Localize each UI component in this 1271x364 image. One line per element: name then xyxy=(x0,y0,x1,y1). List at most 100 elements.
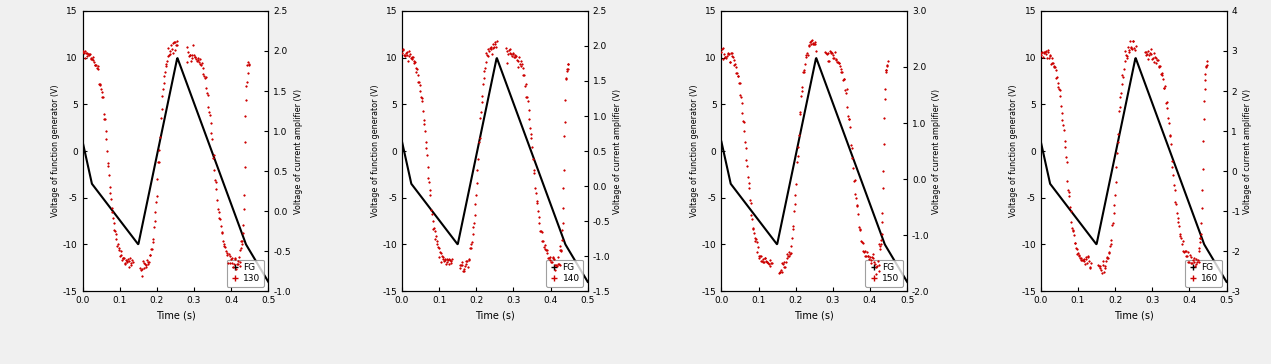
Point xyxy=(721,50,741,56)
Point xyxy=(803,41,824,47)
Point xyxy=(219,251,239,257)
Point xyxy=(163,40,183,46)
Point xyxy=(724,61,745,67)
Point xyxy=(222,264,243,270)
Point xyxy=(179,52,200,58)
Point xyxy=(1163,172,1183,178)
Point xyxy=(214,244,234,249)
Point xyxy=(114,260,135,266)
Point xyxy=(771,260,792,265)
Point xyxy=(792,88,812,94)
Point xyxy=(198,104,219,110)
Point xyxy=(1173,248,1193,254)
Point xyxy=(412,98,432,104)
Point xyxy=(849,224,869,230)
Point xyxy=(830,64,850,70)
Point xyxy=(111,248,131,254)
Point xyxy=(464,212,484,218)
Point xyxy=(164,40,184,46)
Point xyxy=(526,198,547,204)
Point xyxy=(220,253,240,259)
Point xyxy=(1063,228,1083,234)
Point xyxy=(1136,51,1157,56)
Point xyxy=(1177,249,1197,255)
Point xyxy=(555,76,576,82)
Point xyxy=(727,70,747,76)
Legend: FG, 150: FG, 150 xyxy=(866,260,902,287)
Point xyxy=(716,55,736,61)
Point xyxy=(163,50,183,56)
Point xyxy=(845,195,866,201)
Point xyxy=(1136,49,1157,55)
Point xyxy=(503,51,524,57)
Point xyxy=(108,241,128,247)
Point xyxy=(1168,219,1188,225)
Point xyxy=(486,39,506,45)
Point xyxy=(431,259,451,265)
Point xyxy=(482,51,502,56)
Point xyxy=(517,98,538,104)
Point xyxy=(534,244,554,249)
Point xyxy=(117,260,137,265)
Point xyxy=(1050,93,1070,99)
Point xyxy=(1069,253,1089,258)
Point xyxy=(876,67,896,73)
Point xyxy=(119,256,140,261)
Point xyxy=(1056,159,1077,165)
Point xyxy=(745,235,765,241)
Point xyxy=(180,52,201,58)
Point xyxy=(1038,56,1059,62)
Point xyxy=(534,242,554,248)
Point xyxy=(469,139,489,145)
Point xyxy=(749,253,769,259)
Point xyxy=(806,48,826,54)
Point xyxy=(733,118,754,124)
Point xyxy=(102,206,122,211)
Point xyxy=(554,167,574,173)
Point xyxy=(1032,49,1052,55)
Point xyxy=(525,185,545,191)
Point xyxy=(437,259,458,265)
X-axis label: Time (s): Time (s) xyxy=(1113,310,1154,321)
Point xyxy=(1070,257,1091,263)
Point xyxy=(834,76,854,82)
Point xyxy=(393,47,413,53)
Point xyxy=(222,255,243,261)
Point xyxy=(484,44,505,50)
Point xyxy=(1104,202,1125,208)
Point xyxy=(468,167,488,173)
Point xyxy=(712,50,732,55)
Point xyxy=(1183,258,1204,264)
Point xyxy=(483,41,503,47)
Point xyxy=(393,46,413,52)
Point xyxy=(139,259,159,265)
Point xyxy=(1054,127,1074,133)
Point xyxy=(1162,164,1182,170)
Point xyxy=(718,51,738,57)
Point xyxy=(522,144,543,150)
Point xyxy=(145,218,165,224)
Point xyxy=(239,62,259,67)
Point xyxy=(838,113,858,119)
Point xyxy=(182,55,202,60)
Point xyxy=(451,262,472,268)
Point xyxy=(761,260,782,266)
Point xyxy=(452,268,473,274)
Point xyxy=(840,142,860,148)
Point xyxy=(1071,255,1092,261)
Point xyxy=(1182,261,1202,266)
Point xyxy=(742,216,763,222)
Point xyxy=(819,58,839,64)
Point xyxy=(1066,245,1087,251)
Point xyxy=(866,272,886,277)
Point xyxy=(197,90,217,96)
Point xyxy=(1125,47,1145,53)
Point xyxy=(545,262,566,268)
Point xyxy=(1120,38,1140,44)
Point xyxy=(1195,71,1215,77)
Point xyxy=(417,152,437,158)
Legend: FG, 140: FG, 140 xyxy=(547,260,583,287)
Point xyxy=(849,226,869,232)
Point xyxy=(458,258,478,264)
Point xyxy=(1050,87,1070,93)
